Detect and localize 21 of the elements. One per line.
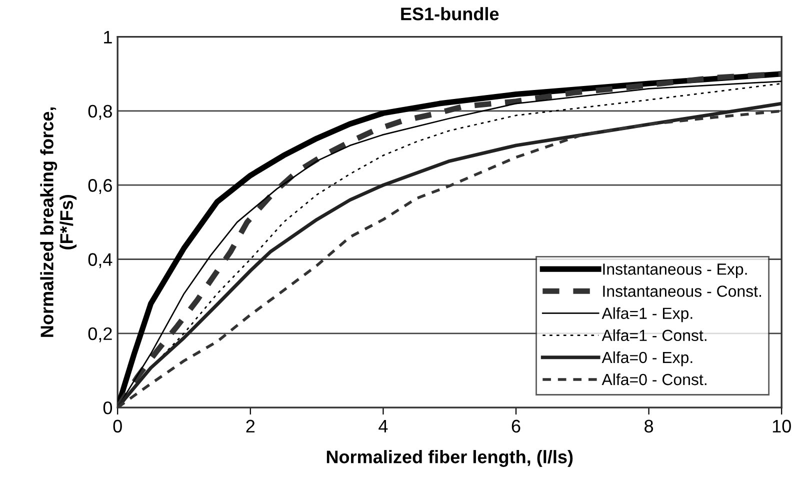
- y-tick-label: 0,4: [88, 253, 112, 268]
- y-axis-title: Normalized breaking force, (F*/Fs): [40, 107, 77, 337]
- x-tick-label: 0: [113, 420, 122, 433]
- x-tick-label: 6: [512, 420, 520, 433]
- y-tick-label: 0,2: [88, 327, 112, 342]
- x-tick-label: 8: [644, 420, 654, 433]
- chart-title: ES1-bundle: [401, 7, 499, 20]
- x-tick-label: 10: [772, 420, 791, 433]
- x-axis-title: Normalized fiber length, (l/ls): [326, 450, 573, 467]
- x-tick-label: 2: [246, 420, 255, 432]
- y-tick-label: 0,8: [88, 104, 112, 120]
- legend-label: Instantaneous - Exp.: [603, 264, 747, 278]
- y-tick-label: 0: [103, 401, 112, 414]
- legend-label: Instantaneous - Const.: [603, 286, 761, 297]
- y-tick-label: 1: [104, 30, 112, 44]
- y-tick-label: 0,6: [88, 179, 112, 194]
- legend-label: Alfa=1 - Exp.: [602, 307, 692, 322]
- legend-label: Alfa=0 - Const.: [602, 373, 706, 386]
- legend-label: Alfa=0 - Exp.: [602, 351, 692, 366]
- x-tick-label: 4: [378, 420, 388, 432]
- legend-label: Alfa=1 - Const.: [602, 329, 706, 342]
